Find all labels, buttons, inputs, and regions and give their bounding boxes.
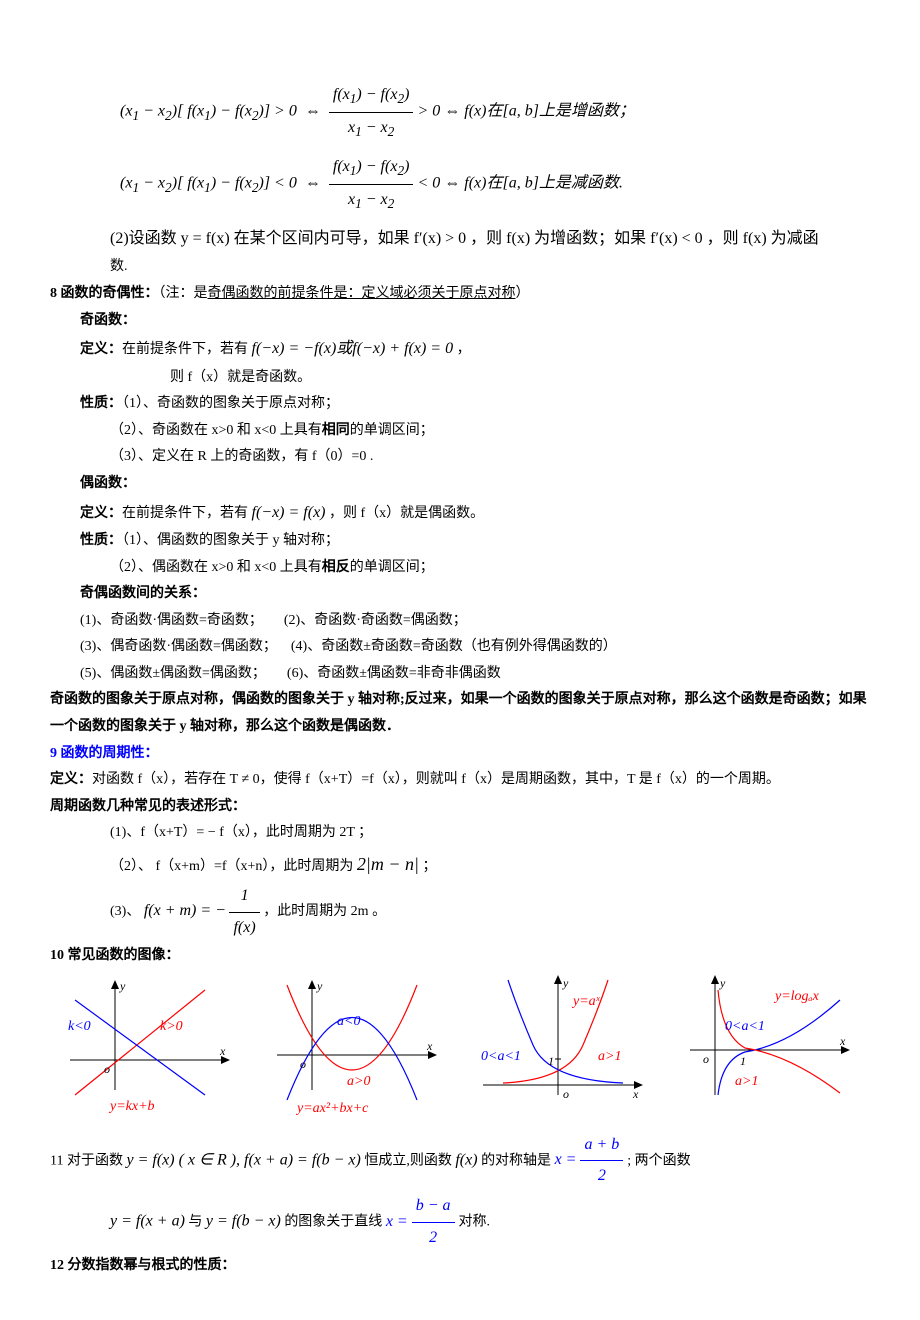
even-props: 性质：（1）、偶函数的图象关于 y 轴对称； <box>50 528 870 555</box>
svg-text:a>0: a>0 <box>347 1074 370 1089</box>
odd-def: 定义：在前提条件下，若有 f(−x) = −f(x)或f(−x) + f(x) … <box>50 334 870 364</box>
svg-text:y=kx+b: y=kx+b <box>108 1099 155 1114</box>
graph-exponential: y x o 1 y=aˣ 0<a<1 a>1 <box>473 975 653 1115</box>
svg-text:y=logₐx: y=logₐx <box>773 989 820 1004</box>
svg-text:a>1: a>1 <box>735 1074 758 1089</box>
svg-text:x: x <box>219 1044 226 1058</box>
sec11-line2: y = f(x + a) 与 y = f(b − x) 的图象关于直线 x = … <box>50 1191 870 1253</box>
sec11-line1: 11 对于函数 y = f(x) ( x ∈ R ), f(x + a) = f… <box>50 1130 870 1192</box>
monotone-inc-formula: (x1 − x2)[ f(x1) − f(x2)] > 0 ⇔ f(x1) − … <box>120 80 870 144</box>
graph-linear: y x o k<0 k>0 y=kx+b <box>60 975 240 1115</box>
sec9-title: 9 函数的周期性： <box>50 741 870 768</box>
svg-text:o: o <box>703 1052 709 1066</box>
svg-text:0<a<1: 0<a<1 <box>725 1019 765 1034</box>
svg-text:a<0: a<0 <box>337 1014 360 1029</box>
odd-prop-2: （2）、奇函数在 x>0 和 x<0 上具有相同的单调区间； <box>50 418 870 445</box>
period-def: 定义：对函数 f（x），若存在 T ≠ 0，使得 f（x+T）=f（x），则就叫… <box>50 767 870 794</box>
even-def: 定义：在前提条件下，若有 f(−x) = f(x) ，则 f（x）就是偶函数。 <box>50 498 870 528</box>
svg-text:y: y <box>562 976 569 990</box>
svg-text:y: y <box>119 979 126 993</box>
symmetry-summary: 奇函数的图象关于原点对称，偶函数的图象关于 y 轴对称;反过来，如果一个函数的图… <box>50 687 870 740</box>
svg-text:o: o <box>300 1057 306 1071</box>
svg-text:a>1: a>1 <box>598 1049 621 1064</box>
rel-2: (3)、偶奇函数·偶函数=偶函数； (4)、奇函数±奇函数=奇函数（也有例外得偶… <box>50 634 870 661</box>
period-form-2: （2）、 f（x+m）=f（x+n），此时周期为 2|m − n| ； <box>50 847 870 881</box>
odd-def-cont: 则 f（x）就是奇函数。 <box>50 365 870 392</box>
svg-text:1: 1 <box>548 1054 554 1068</box>
svg-text:1: 1 <box>740 1054 746 1068</box>
period-form-3: (3)、 f(x + m) = − 1f(x) ，此时周期为 2m 。 <box>50 881 870 943</box>
graphs-row: y x o k<0 k>0 y=kx+b y x o a<0 a>0 <box>60 975 860 1115</box>
sec12-title: 12 分数指数幂与根式的性质： <box>50 1253 870 1280</box>
even-prop-2: （2）、偶函数在 x>0 和 x<0 上具有相反的单调区间； <box>50 555 870 582</box>
derivative-test: (2)设函数 y = f(x) 在某个区间内可导，如果 f′(x) > 0 ，则… <box>50 224 870 254</box>
svg-text:y=ax²+bx+c: y=ax²+bx+c <box>295 1101 369 1116</box>
sec8-heading: 8 函数的奇偶性：（注：是奇偶函数的前提条件是：定义域必须关于原点对称） <box>50 281 870 308</box>
graph-quadratic: y x o a<0 a>0 y=ax²+bx+c <box>267 975 447 1115</box>
odd-prop-3: （3）、定义在 R 上的奇函数，有 f（0）=0 . <box>50 444 870 471</box>
svg-text:0<a<1: 0<a<1 <box>481 1049 521 1064</box>
svg-text:y: y <box>316 979 323 993</box>
rel-1: (1)、奇函数·偶函数=奇函数； (2)、奇函数·奇函数=偶函数； <box>50 608 870 635</box>
svg-text:o: o <box>563 1087 569 1101</box>
odd-props: 性质：（1）、奇函数的图象关于原点对称； <box>50 391 870 418</box>
svg-text:x: x <box>632 1087 639 1101</box>
svg-text:k<0: k<0 <box>68 1019 91 1034</box>
rel-3: (5)、偶函数±偶函数=偶函数； (6)、奇函数±偶函数=非奇非偶函数 <box>50 661 870 688</box>
graph-log: y x o 1 y=logₐx 0<a<1 a>1 <box>680 975 860 1115</box>
relations-title: 奇偶函数间的关系： <box>50 581 870 608</box>
odd-func-title: 奇函数： <box>50 308 870 335</box>
period-forms-title: 周期函数几种常见的表述形式： <box>50 794 870 821</box>
period-form-1: (1)、f（x+T）= − f（x），此时周期为 2T ； <box>50 820 870 847</box>
even-func-title: 偶函数： <box>50 471 870 498</box>
page: (x1 − x2)[ f(x1) − f(x2)] > 0 ⇔ f(x1) − … <box>0 0 920 1320</box>
derivative-test-end: 数. <box>50 254 870 281</box>
monotone-dec-formula: (x1 − x2)[ f(x1) − f(x2)] < 0 ⇔ f(x1) − … <box>120 152 870 216</box>
sec10-title: 10 常见函数的图像： <box>50 943 870 970</box>
svg-text:k>0: k>0 <box>160 1019 183 1034</box>
svg-text:y: y <box>719 976 726 990</box>
svg-text:y=aˣ: y=aˣ <box>571 994 601 1009</box>
svg-text:x: x <box>426 1039 433 1053</box>
svg-text:o: o <box>104 1062 110 1076</box>
svg-text:x: x <box>839 1034 846 1048</box>
